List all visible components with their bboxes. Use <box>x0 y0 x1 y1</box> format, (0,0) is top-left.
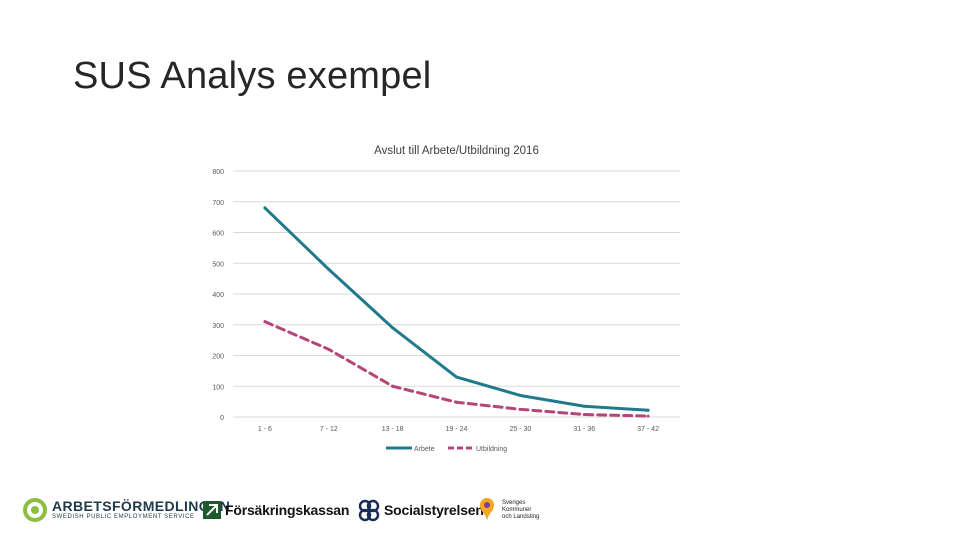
x-tick-label: 1 - 6 <box>258 426 272 433</box>
y-tick-label: 700 <box>212 200 224 207</box>
data-point-arbete <box>455 375 458 379</box>
y-tick-label: 300 <box>212 323 224 330</box>
data-point-utbildning <box>327 347 331 351</box>
arbetsformedlingen-name: ARBETSFÖRMEDLINGEN <box>52 498 231 514</box>
socialstyrelsen-icon <box>358 499 380 522</box>
skl-line2: Kommuner <box>502 506 532 513</box>
data-point-arbete <box>582 404 586 408</box>
y-tick-label: 200 <box>212 354 224 361</box>
data-point-arbete <box>327 267 331 271</box>
arbetsformedlingen-logo: ARBETSFÖRMEDLINGEN SWEDISH PUBLIC EMPLOY… <box>22 490 230 530</box>
skl-line3: och Landsting <box>502 513 540 520</box>
x-tick-label: 7 - 12 <box>320 426 338 433</box>
forsakringskassan-name: Försäkringskassan <box>225 502 350 518</box>
socialstyrelsen-logo: Socialstyrelsen <box>356 490 484 530</box>
x-tick-label: 19 - 24 <box>446 426 468 433</box>
skl-logo: Sveriges Kommuner och Landsting <box>476 490 539 530</box>
data-point-utbildning <box>391 384 395 388</box>
y-tick-label: 100 <box>212 384 224 391</box>
slide-title: SUS Analys exempel <box>73 55 432 97</box>
y-tick-label: 0 <box>220 415 224 422</box>
y-tick-label: 400 <box>212 292 224 299</box>
data-point-arbete <box>518 393 522 397</box>
legend-label-utbildning: Utbildning <box>476 446 507 453</box>
forsakringskassan-logo: Försäkringskassan <box>203 490 349 530</box>
y-tick-label: 600 <box>212 231 224 238</box>
data-point-arbete <box>391 326 395 330</box>
data-point-utbildning <box>263 320 267 324</box>
legend-label-arbete: Arbete <box>414 446 435 453</box>
y-tick-label: 800 <box>212 169 224 176</box>
x-tick-label: 25 - 30 <box>509 426 531 433</box>
line-chart: Avslut till Arbete/Utbildning 2016 0 100 20… <box>212 145 680 453</box>
socialstyrelsen-name: Socialstyrelsen <box>384 502 484 518</box>
data-point-utbildning <box>646 414 650 418</box>
series-line-arbete <box>263 206 650 412</box>
data-point-utbildning <box>582 413 586 417</box>
data-point-arbete <box>646 408 650 412</box>
y-tick-label: 500 <box>212 261 224 268</box>
x-tick-label: 13 - 18 <box>382 426 404 433</box>
data-point-utbildning <box>518 407 522 411</box>
skl-line1: Sveriges <box>502 499 526 506</box>
forsakringskassan-icon <box>203 501 221 519</box>
x-tick-label: 37 - 42 <box>637 426 659 433</box>
arbetsformedlingen-tagline: SWEDISH PUBLIC EMPLOYMENT SERVICE <box>52 514 195 520</box>
x-tick-label: 31 - 36 <box>573 426 595 433</box>
logo-bar: ARBETSFÖRMEDLINGEN SWEDISH PUBLIC EMPLOY… <box>0 490 960 540</box>
chart-title: Avslut till Arbete/Utbildning 2016 <box>374 145 539 157</box>
data-point-arbete <box>263 206 267 210</box>
skl-icon <box>479 498 495 522</box>
data-point-utbildning <box>455 400 458 404</box>
arbetsformedlingen-icon <box>23 498 47 522</box>
